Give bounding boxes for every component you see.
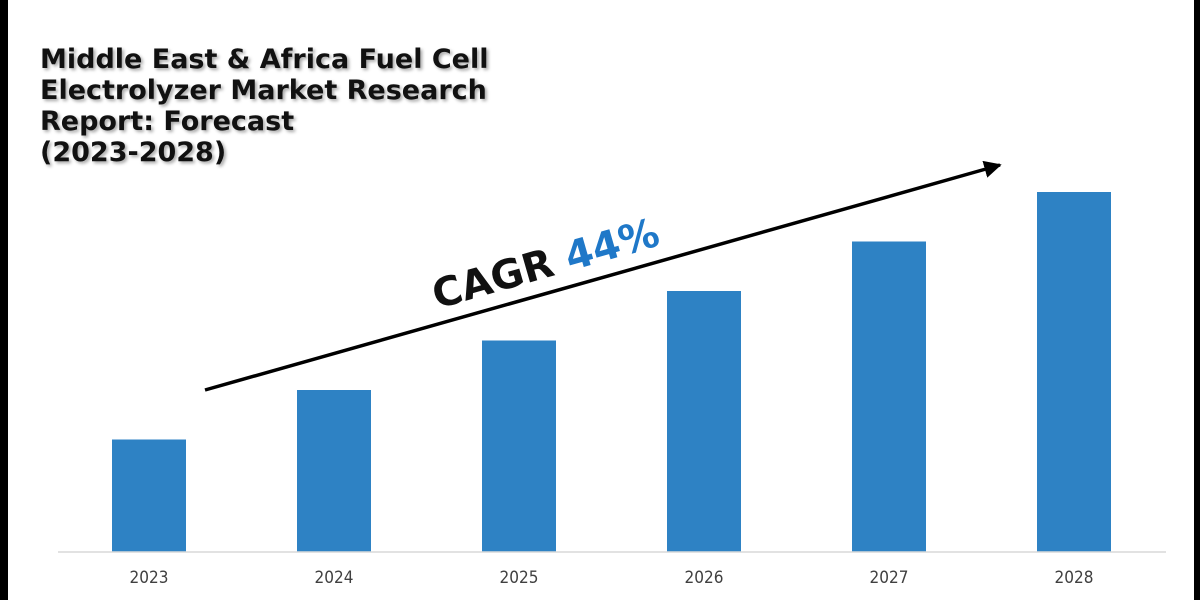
x-tick-label-2028: 2028: [1055, 568, 1094, 588]
x-tick-labels: 2023 2024 2025 2026 2027 2028: [130, 568, 1094, 588]
x-tick-label-2024: 2024: [315, 568, 354, 588]
bar-2027: [852, 241, 926, 552]
x-tick-label-2027: 2027: [870, 568, 909, 588]
bars-layer: [112, 192, 1111, 552]
bar-2026: [667, 291, 741, 552]
left-edge-bar: [0, 0, 8, 600]
x-tick-label-2025: 2025: [500, 568, 539, 588]
chart-title: Middle East & Africa Fuel Cell Electroly…: [40, 44, 489, 168]
bar-2028: [1037, 192, 1111, 552]
cagr-annotation: CAGR44%: [427, 210, 664, 319]
bar-2025: [482, 340, 556, 552]
cagr-trend-arrow: [204, 160, 1002, 392]
right-edge-bar: [1194, 0, 1200, 600]
cagr-value: 44%: [560, 210, 665, 281]
x-tick-label-2026: 2026: [685, 568, 724, 588]
bar-2023: [112, 439, 186, 552]
bar-2024: [297, 390, 371, 552]
x-tick-label-2023: 2023: [130, 568, 169, 588]
